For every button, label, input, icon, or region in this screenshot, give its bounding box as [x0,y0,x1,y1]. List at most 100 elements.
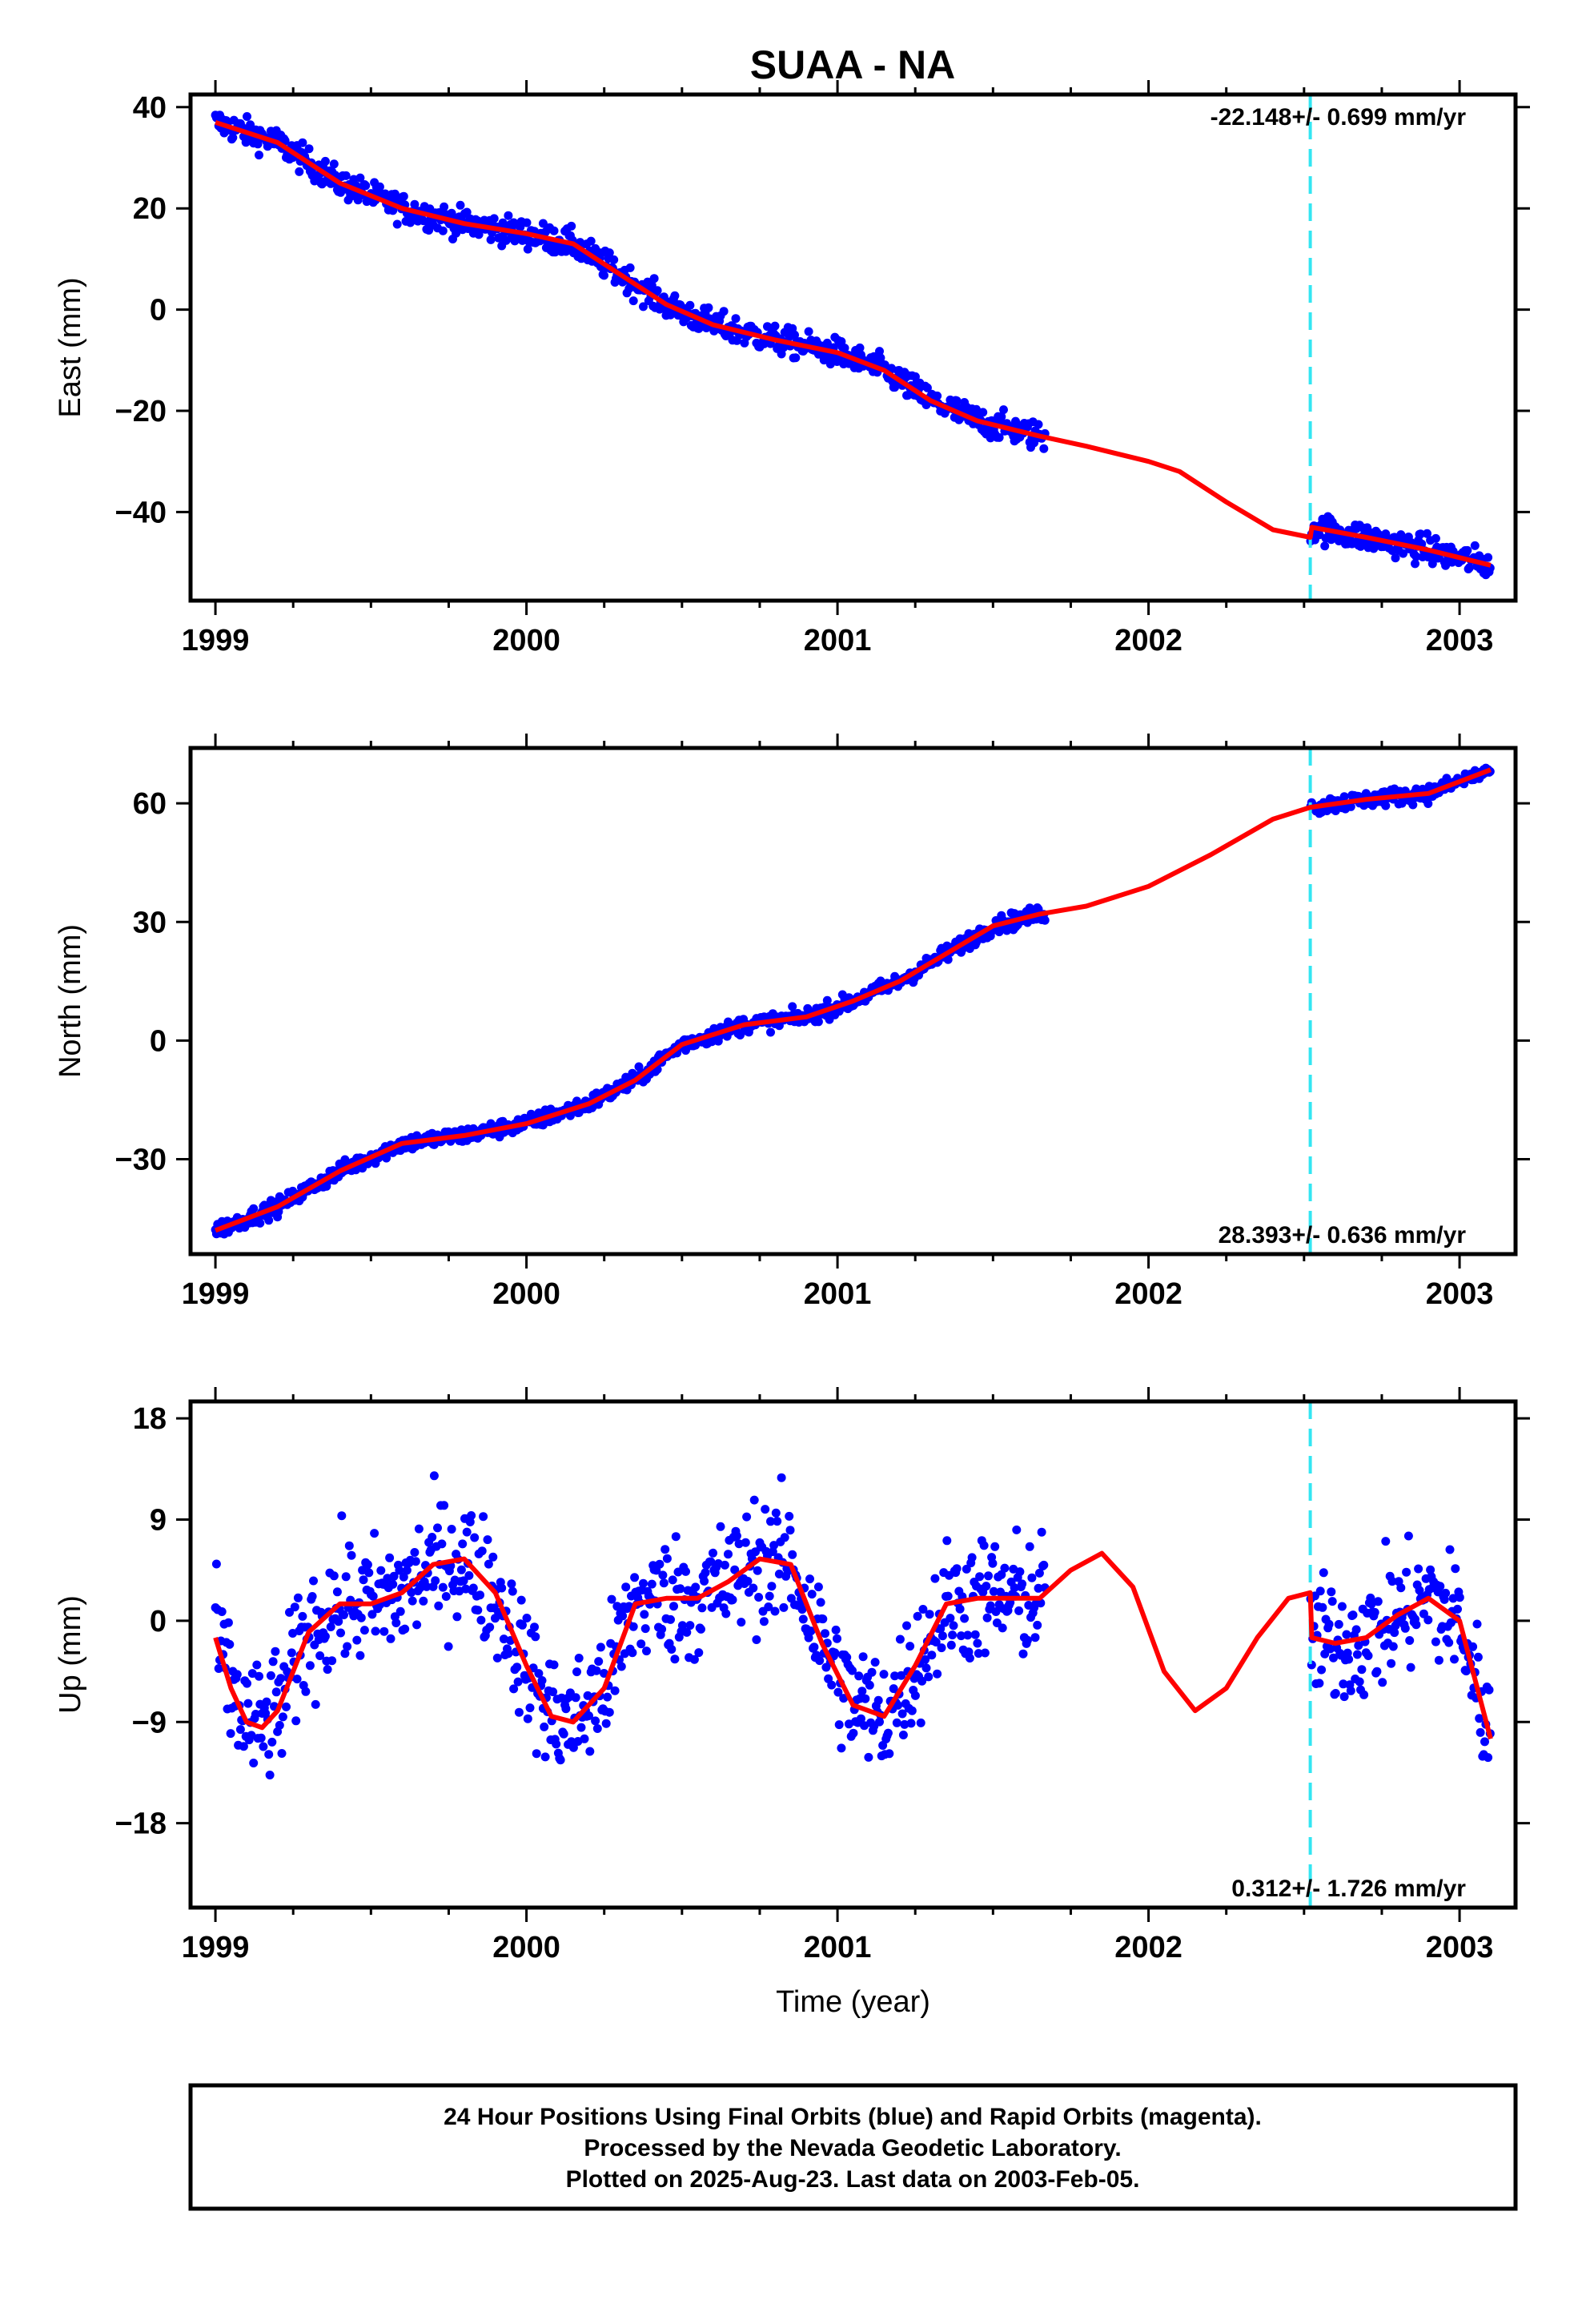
data-point [388,206,398,215]
data-point [1475,1714,1484,1723]
data-point [438,1582,448,1592]
data-point [813,1582,823,1592]
data-point [264,1216,274,1225]
data-point [473,1606,483,1615]
data-point [243,112,251,121]
data-point [921,1655,930,1664]
data-point [592,1724,602,1733]
data-point [816,1598,825,1607]
data-point [255,151,263,160]
caption-box: 24 Hour Positions Using Final Orbits (bl… [188,2083,1518,2211]
data-point [1441,561,1451,570]
data-point [1426,1565,1435,1574]
data-point [504,211,513,220]
data-point [694,1648,704,1658]
data-point [1339,1679,1348,1689]
data-point [604,248,614,258]
data-point [779,1602,789,1612]
data-point [640,1610,649,1619]
data-point [785,1511,794,1521]
data-point [697,1624,705,1634]
data-point [943,955,953,964]
data-point [400,1624,410,1634]
data-point [556,1755,565,1765]
data-point [719,307,729,316]
data-point [864,1752,873,1762]
data-point [464,1570,474,1580]
data-point [368,1591,378,1601]
data-point [780,1533,789,1542]
data-point [483,1535,492,1545]
data-point [957,1631,966,1641]
data-point [883,1728,893,1738]
data-point [549,1660,559,1670]
data-point [1025,1542,1034,1551]
data-point [327,1656,337,1666]
data-point [769,1541,779,1550]
data-point [326,1622,335,1631]
data-point [773,1517,782,1526]
data-point [243,1699,253,1708]
data-point [1431,533,1440,543]
east-panel: 1999 2000 2001 2002 2003 40 20 0 −20 −40 East (mm)… [54,80,1530,657]
data-point [657,1624,667,1634]
data-point [1403,1531,1413,1541]
data-point [304,144,314,154]
data-point [549,226,559,235]
data-point [890,1671,900,1681]
data-point [628,296,638,306]
x-tick-label: 1999 [182,1931,250,1964]
data-point [984,1571,993,1581]
data-point [559,1729,568,1739]
data-point [531,1632,540,1642]
data-point [1346,1686,1355,1695]
data-point [1317,1665,1327,1675]
data-point [293,1593,303,1602]
data-point [523,1714,532,1723]
data-point [287,1648,296,1658]
data-point [1455,1593,1464,1602]
data-point [256,1733,266,1743]
data-point [691,1582,701,1592]
x-tick-label: 2003 [1426,624,1494,657]
data-point [540,1752,550,1762]
data-point [488,1552,498,1562]
data-point [1434,1655,1443,1665]
data-point [586,236,596,246]
data-point [990,1542,1000,1551]
data-point [813,1017,823,1027]
data-point [492,1653,502,1663]
data-point [937,1643,946,1653]
data-point [359,1575,368,1585]
x-tick-label: 2001 [804,1931,872,1964]
data-point [247,1669,257,1679]
data-point [1034,1568,1044,1578]
data-point [994,432,1004,442]
data-point [1405,1636,1415,1645]
data-point [924,1672,934,1682]
data-point [807,1590,817,1599]
data-point [973,1638,982,1648]
y-tick-label: 60 [133,787,167,821]
data-point [428,1533,437,1542]
data-point [806,1626,816,1636]
data-point [1010,1583,1019,1593]
data-point [223,1618,233,1627]
y-tick-label: −9 [132,1706,167,1739]
data-point [361,181,371,191]
data-point [271,1647,280,1656]
up-y-axis-label: Up (mm) [54,1595,87,1714]
data-point [895,1634,905,1644]
data-point [921,1663,931,1673]
data-point [315,1651,325,1660]
data-point [978,408,988,417]
data-point [468,1583,478,1593]
data-point [431,1576,440,1586]
data-point [452,1612,462,1622]
data-point [946,1614,955,1623]
data-point [583,1691,592,1700]
data-point [1000,1563,1010,1573]
data-point [1399,549,1408,558]
data-point [1327,1587,1336,1597]
data-point [777,349,786,359]
